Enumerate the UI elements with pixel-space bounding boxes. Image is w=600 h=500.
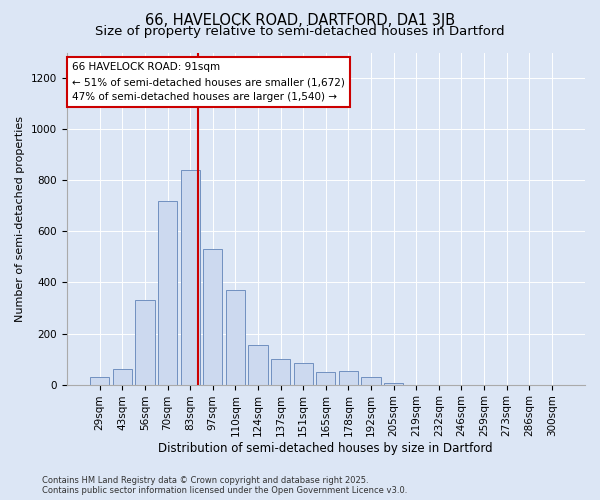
Bar [248, 345, 268, 385]
Bar [181, 170, 200, 384]
Bar [90, 377, 109, 384]
Y-axis label: Number of semi-detached properties: Number of semi-detached properties [15, 116, 25, 322]
Text: 66 HAVELOCK ROAD: 91sqm
← 51% of semi-detached houses are smaller (1,672)
47% of: 66 HAVELOCK ROAD: 91sqm ← 51% of semi-de… [72, 62, 344, 102]
Text: Size of property relative to semi-detached houses in Dartford: Size of property relative to semi-detach… [95, 25, 505, 38]
Bar [203, 249, 223, 384]
Bar [339, 370, 358, 384]
Bar [158, 200, 177, 384]
Bar [293, 363, 313, 384]
Bar [226, 290, 245, 384]
Bar [136, 300, 155, 384]
Bar [316, 372, 335, 384]
Bar [361, 378, 380, 384]
Bar [113, 370, 132, 384]
Bar [271, 359, 290, 384]
Text: Contains HM Land Registry data © Crown copyright and database right 2025.
Contai: Contains HM Land Registry data © Crown c… [42, 476, 407, 495]
X-axis label: Distribution of semi-detached houses by size in Dartford: Distribution of semi-detached houses by … [158, 442, 493, 455]
Text: 66, HAVELOCK ROAD, DARTFORD, DA1 3JB: 66, HAVELOCK ROAD, DARTFORD, DA1 3JB [145, 12, 455, 28]
